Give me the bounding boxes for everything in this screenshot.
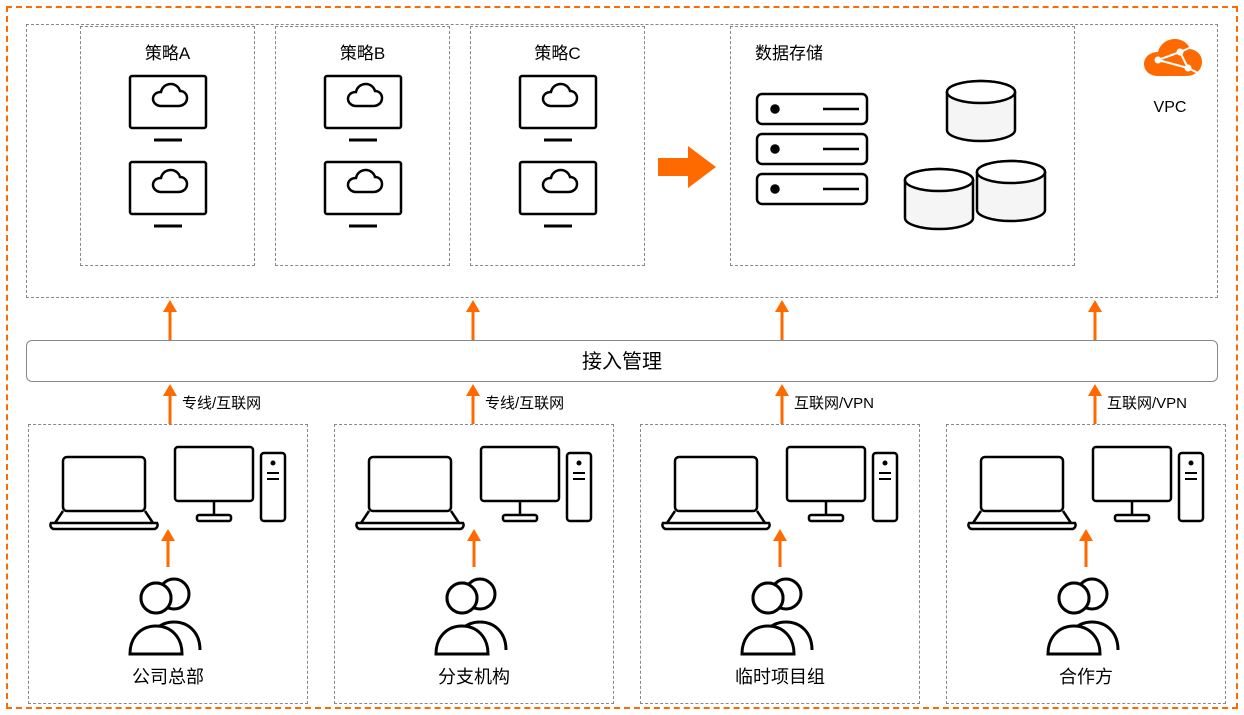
- cloud-monitor-icon: [471, 68, 644, 240]
- server-stack-icon: [753, 90, 873, 240]
- arrow-up-icon: [1076, 529, 1096, 567]
- laptop-icon: [963, 449, 1081, 533]
- laptop-icon: [351, 449, 469, 533]
- users-icon: [641, 572, 919, 665]
- org-hq-label: 公司总部: [29, 663, 307, 689]
- cloud-monitor-icon: [276, 68, 449, 240]
- org-box-branch: 分支机构: [334, 424, 614, 704]
- flow-arrow-right-icon: [658, 146, 716, 188]
- arrow-up-icon: [1085, 384, 1105, 424]
- arrow-up-icon: [1085, 300, 1105, 340]
- org-box-hq: 公司总部: [28, 424, 308, 704]
- users-icon: [947, 572, 1225, 665]
- link-label-4: 互联网/VPN: [1107, 392, 1187, 413]
- arrow-up-icon: [158, 529, 178, 567]
- org-box-partner: 合作方: [946, 424, 1226, 704]
- desktop-icon: [781, 439, 903, 533]
- arrow-up-icon: [463, 300, 483, 340]
- arrow-up-icon: [464, 529, 484, 567]
- arrow-up-icon: [772, 384, 792, 424]
- access-bar-label: 接入管理: [582, 351, 662, 373]
- vpc-label: VPC: [1134, 99, 1206, 117]
- laptop-icon: [657, 449, 775, 533]
- link-label-1: 专线/互联网: [182, 392, 261, 413]
- database-cluster-icon: [891, 74, 1061, 244]
- policy-c-title: 策略C: [471, 39, 644, 64]
- arrow-up-icon: [160, 384, 180, 424]
- arrow-up-icon: [160, 300, 180, 340]
- policy-a-title: 策略A: [81, 39, 254, 64]
- org-box-project: 临时项目组: [640, 424, 920, 704]
- users-icon: [29, 572, 307, 665]
- vpc-cloud-icon: [1134, 38, 1206, 90]
- arrow-up-icon: [463, 384, 483, 424]
- access-management-bar: 接入管理: [26, 340, 1218, 382]
- desktop-icon: [1087, 439, 1209, 533]
- cloud-monitor-icon: [81, 68, 254, 240]
- policy-box-c: 策略C: [470, 26, 645, 266]
- org-project-label: 临时项目组: [641, 663, 919, 689]
- desktop-icon: [475, 439, 597, 533]
- link-label-2: 专线/互联网: [485, 392, 564, 413]
- policy-b-title: 策略B: [276, 39, 449, 64]
- users-icon: [335, 572, 613, 665]
- storage-box: 数据存储: [730, 26, 1075, 266]
- link-label-3: 互联网/VPN: [794, 392, 874, 413]
- desktop-icon: [169, 439, 291, 533]
- arrow-up-icon: [772, 300, 792, 340]
- arrow-up-icon: [770, 529, 790, 567]
- org-partner-label: 合作方: [947, 663, 1225, 689]
- org-branch-label: 分支机构: [335, 663, 613, 689]
- vpc-logo: VPC: [1134, 38, 1206, 117]
- policy-box-b: 策略B: [275, 26, 450, 266]
- storage-title: 数据存储: [755, 39, 1074, 64]
- laptop-icon: [45, 449, 163, 533]
- policy-box-a: 策略A: [80, 26, 255, 266]
- diagram-canvas: VPC 策略A 策略B 策略C 数据存储: [6, 6, 1238, 709]
